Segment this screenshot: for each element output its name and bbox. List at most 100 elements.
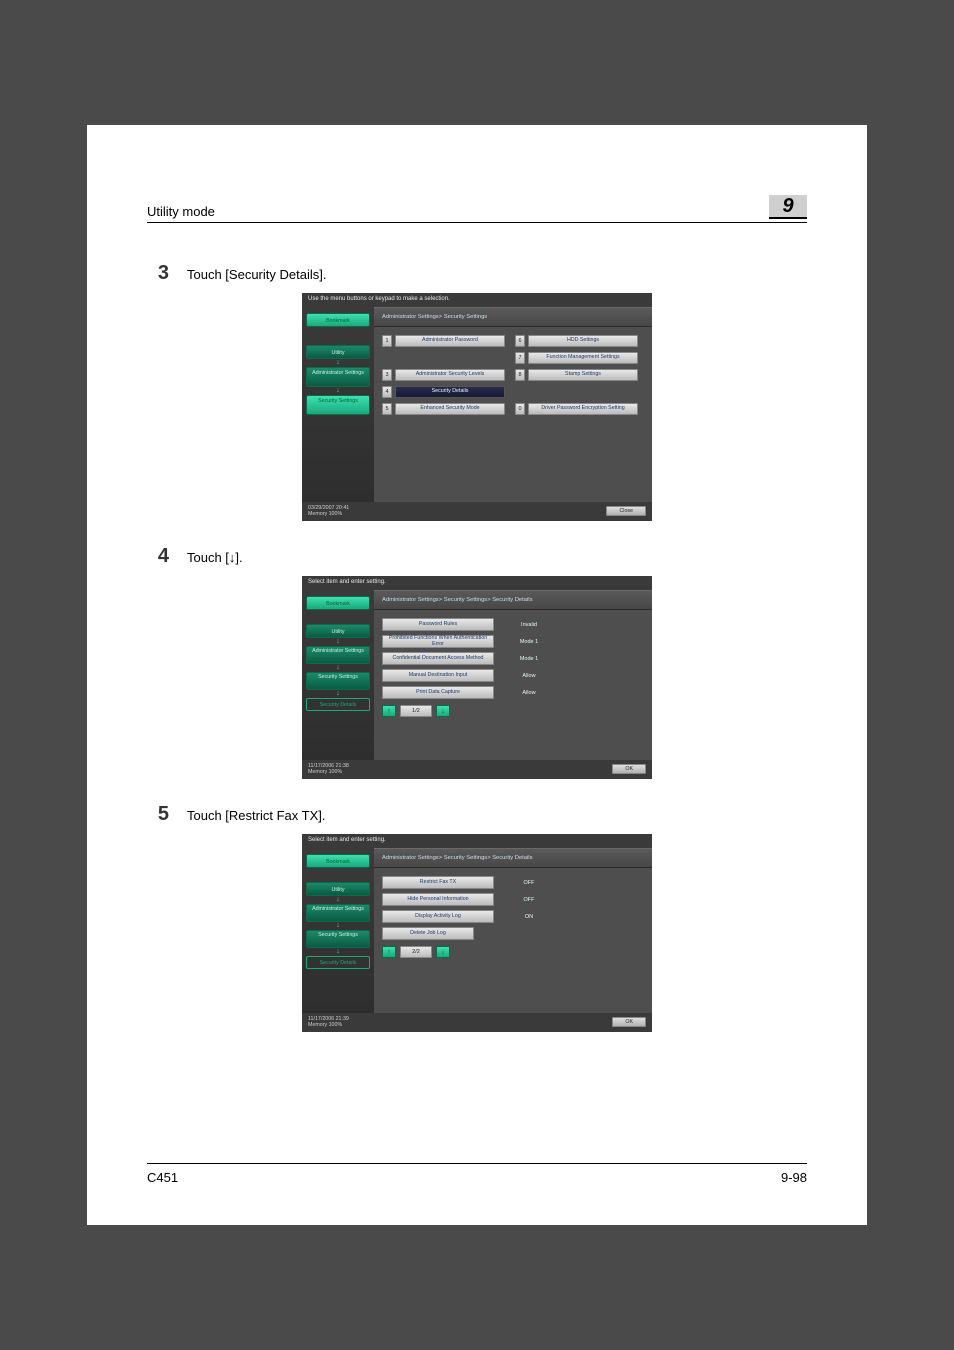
- menu-index: 5: [382, 403, 392, 415]
- setting-row[interactable]: Password RulesInvalid: [382, 618, 644, 631]
- menu-item[interactable]: 0Driver Password Encryption Setting: [515, 403, 638, 415]
- side-nav: Bookmark Utility ↓ Administrator Setting…: [302, 848, 374, 1013]
- breadcrumb: Administrator Settings> Security Setting…: [374, 848, 652, 868]
- menu-label: Stamp Settings: [528, 369, 638, 381]
- bookmark-button[interactable]: Bookmark: [306, 854, 370, 868]
- main-panel: Administrator Settings> Security Setting…: [374, 848, 652, 1013]
- bookmark-button[interactable]: Bookmark: [306, 313, 370, 327]
- arrow-down-icon: ↓: [306, 664, 370, 672]
- sidebar-utility[interactable]: Utility: [306, 624, 370, 638]
- breadcrumb: Administrator Settings> Security Setting…: [374, 590, 652, 610]
- menu-index: 8: [515, 369, 525, 381]
- menu-item[interactable]: 5Enhanced Security Mode: [382, 403, 505, 415]
- screenshot-security-details-2: Select item and enter setting. Bookmark …: [302, 834, 652, 1029]
- main-panel: Administrator Settings> Security Setting…: [374, 590, 652, 760]
- screenshot-5-wrap: Select item and enter setting. Bookmark …: [147, 834, 807, 1029]
- side-nav: Bookmark Utility ↓ Administrator Setting…: [302, 307, 374, 502]
- menu-index: 7: [515, 352, 525, 364]
- setting-label: Confidential Document Access Method: [382, 652, 494, 665]
- menu-label: Administrator Security Levels: [395, 369, 505, 381]
- sidebar-admin-settings[interactable]: Administrator Settings: [306, 367, 370, 387]
- setting-value: ON: [500, 910, 558, 923]
- settings-grid: 1Administrator Password23Administrator S…: [374, 327, 652, 419]
- arrow-down-icon: ↓: [306, 359, 370, 367]
- menu-index: 3: [382, 369, 392, 381]
- menu-item[interactable]: 3Administrator Security Levels: [382, 369, 505, 381]
- sidebar-security-settings[interactable]: Security Settings: [306, 930, 370, 948]
- header-title: Utility mode: [147, 204, 215, 219]
- page-footer: C451 9-98: [147, 1163, 807, 1185]
- pager: ↑ 2/2 ↓: [382, 946, 644, 958]
- sidebar-admin-settings[interactable]: Administrator Settings: [306, 904, 370, 922]
- memory: Memory 100%: [308, 769, 349, 775]
- setting-label: Prohibited Functions When Authentication…: [382, 635, 494, 648]
- setting-row[interactable]: Manual Destination Input Allow: [382, 669, 644, 682]
- menu-index: 4: [382, 386, 392, 398]
- setting-label: Hide Personal Information: [382, 893, 494, 906]
- menu-item[interactable]: 4Security Details: [382, 386, 505, 398]
- step-number: 4: [147, 546, 187, 566]
- arrow-down-icon: ↓: [306, 948, 370, 956]
- setting-label: Manual Destination Input: [382, 669, 494, 682]
- step-4: 4 Touch [↓].: [147, 546, 807, 566]
- sidebar-utility[interactable]: Utility: [306, 345, 370, 359]
- setting-row[interactable]: Hide Personal InformationOFF: [382, 893, 644, 906]
- status-bar: 11/17/2006 21:39 Memory 100% OK: [302, 1013, 652, 1032]
- page-up-button[interactable]: ↑: [382, 946, 396, 958]
- setting-row[interactable]: Prohibited Functions When Authentication…: [382, 635, 644, 648]
- chapter-badge: 9: [769, 195, 807, 219]
- screenshot-security-details-1: Select item and enter setting. Bookmark …: [302, 576, 652, 776]
- setting-row[interactable]: Delete Job Log: [382, 927, 644, 940]
- step-number: 3: [147, 263, 187, 283]
- main-panel: Administrator Settings> Security Setting…: [374, 307, 652, 502]
- page-header: Utility mode 9: [147, 195, 807, 223]
- page-indicator: 2/2: [400, 946, 432, 958]
- menu-item[interactable]: 7Function Management Settings: [515, 352, 638, 364]
- screenshot-security-settings: Use the menu buttons or keypad to make a…: [302, 293, 652, 518]
- setting-row[interactable]: Confidential Document Access MethodMode …: [382, 652, 644, 665]
- arrow-down-icon: ↓: [306, 638, 370, 646]
- menu-label: HDD Settings: [528, 335, 638, 347]
- setting-row[interactable]: Print Data CaptureAllow: [382, 686, 644, 699]
- menu-index: 0: [515, 403, 525, 415]
- setting-row[interactable]: Restrict Fax TXOFF: [382, 876, 644, 889]
- ok-button[interactable]: OK: [612, 764, 646, 774]
- status-bar: 11/17/2006 21:38 Memory 100% OK: [302, 760, 652, 779]
- menu-item[interactable]: 6HDD Settings: [515, 335, 638, 347]
- sidebar-admin-settings[interactable]: Administrator Settings: [306, 646, 370, 664]
- page-up-button[interactable]: ↑: [382, 705, 396, 717]
- close-button[interactable]: Close: [606, 506, 646, 516]
- memory: Memory 100%: [308, 1022, 349, 1028]
- menu-item[interactable]: 1Administrator Password: [382, 335, 505, 347]
- step-text: Touch [↓].: [187, 546, 243, 565]
- sidebar-security-settings[interactable]: Security Settings: [306, 672, 370, 690]
- document-page: Utility mode 9 3 Touch [Security Details…: [87, 125, 867, 1225]
- sidebar-security-details[interactable]: Security Details: [306, 956, 370, 969]
- menu-index: 6: [515, 335, 525, 347]
- menu-label: Driver Password Encryption Setting: [528, 403, 638, 415]
- sidebar-security-settings[interactable]: Security Settings: [306, 395, 370, 415]
- page-indicator: 1/2: [400, 705, 432, 717]
- step-3: 3 Touch [Security Details].: [147, 263, 807, 283]
- sidebar-utility[interactable]: Utility: [306, 882, 370, 896]
- sidebar-security-details[interactable]: Security Details: [306, 698, 370, 711]
- arrow-down-icon: ↓: [306, 387, 370, 395]
- setting-label: Print Data Capture: [382, 686, 494, 699]
- setting-value: Allow: [500, 669, 558, 682]
- side-nav: Bookmark Utility ↓ Administrator Setting…: [302, 590, 374, 760]
- step-number: 5: [147, 804, 187, 824]
- setting-row[interactable]: Display Activity LogON: [382, 910, 644, 923]
- bookmark-button[interactable]: Bookmark: [306, 596, 370, 610]
- page-down-button[interactable]: ↓: [436, 946, 450, 958]
- status-bar: 03/29/2007 20:41 Memory 100% Close: [302, 502, 652, 521]
- step-5: 5 Touch [Restrict Fax TX].: [147, 804, 807, 824]
- setting-label: Delete Job Log: [382, 927, 474, 940]
- ok-button[interactable]: OK: [612, 1017, 646, 1027]
- screenshot-3-wrap: Use the menu buttons or keypad to make a…: [147, 293, 807, 518]
- breadcrumb: Administrator Settings> Security Setting…: [374, 307, 652, 327]
- page-down-button[interactable]: ↓: [436, 705, 450, 717]
- menu-label: Function Management Settings: [528, 352, 638, 364]
- instruction-bar: Select item and enter setting.: [302, 576, 652, 590]
- menu-item[interactable]: 8Stamp Settings: [515, 369, 638, 381]
- screenshot-4-wrap: Select item and enter setting. Bookmark …: [147, 576, 807, 776]
